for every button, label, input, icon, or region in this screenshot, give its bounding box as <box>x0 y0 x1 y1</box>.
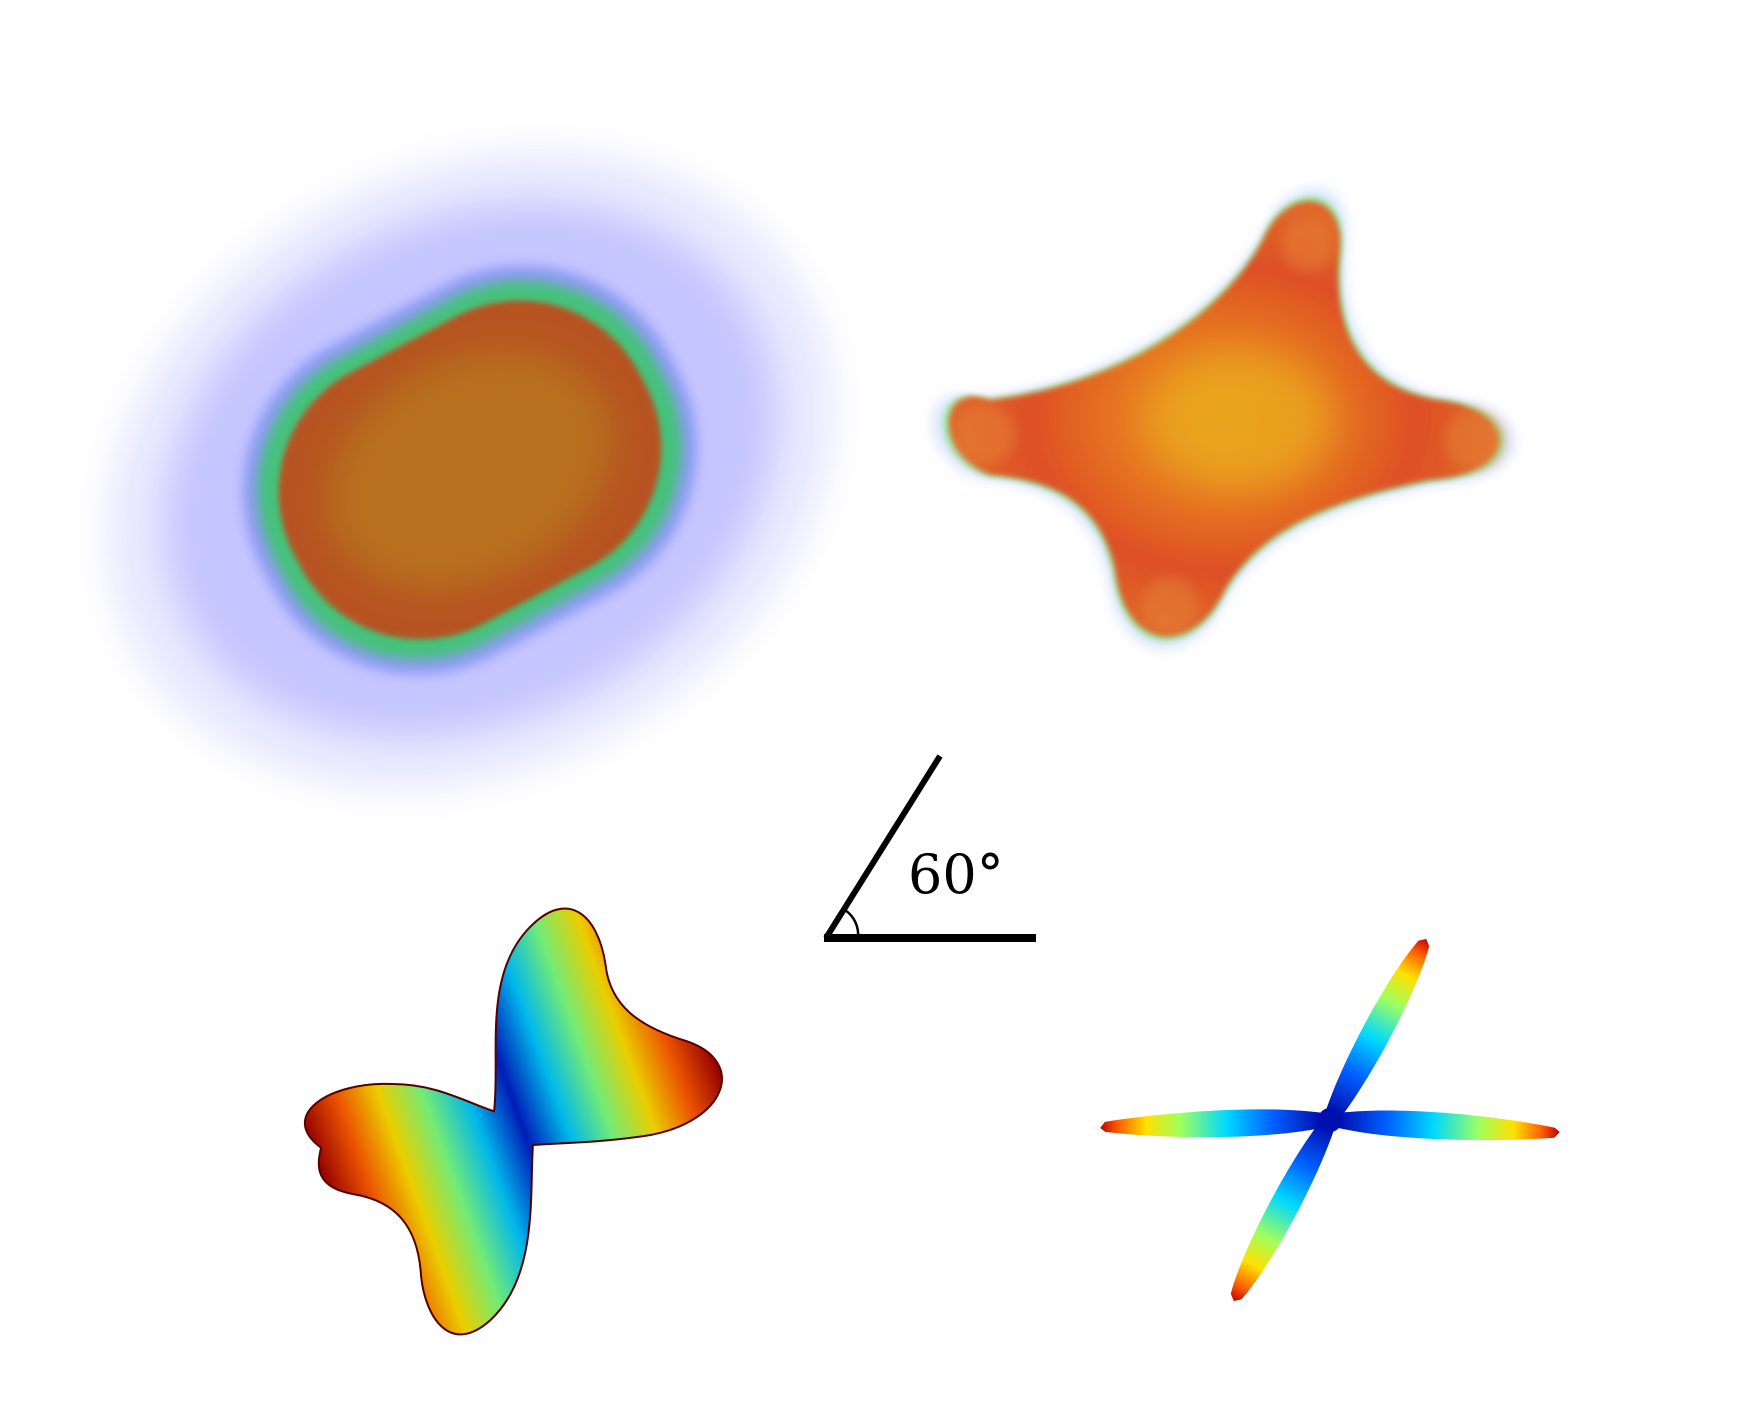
surface-thin-four-arm <box>1100 932 1561 1308</box>
angle-indicator: 60° <box>824 756 1036 938</box>
volume-render-four-lobed <box>932 188 1515 650</box>
angle-arc <box>845 910 858 938</box>
volume-render-broad <box>0 27 946 914</box>
surface-broad-two-lobed <box>263 876 776 1363</box>
angle-label: 60° <box>908 843 1004 906</box>
